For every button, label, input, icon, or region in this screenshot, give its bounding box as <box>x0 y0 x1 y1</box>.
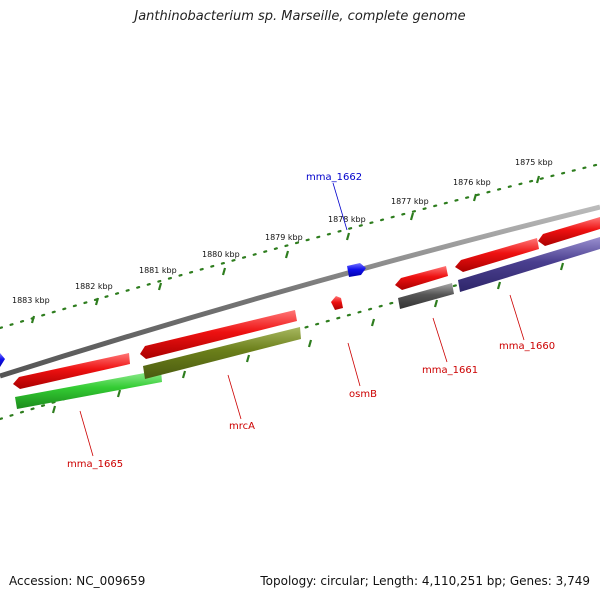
accession-text: Accession: NC_009659 <box>9 574 146 588</box>
tick-label: 1878 kbp <box>328 215 366 224</box>
gene-label-mma-1660[interactable]: mma_1660 <box>499 341 555 352</box>
major-tick <box>221 267 227 276</box>
cds-arrow <box>347 263 366 277</box>
tick-label: 1882 kbp <box>75 282 113 291</box>
scale-labels: 1883 kbp 1882 kbp 1881 kbp 1880 kbp 1879… <box>12 158 553 305</box>
cog-block <box>398 283 454 309</box>
inner-tick <box>433 299 439 308</box>
forward-strand-genes <box>0 263 366 367</box>
gene-label-osmb[interactable]: osmB <box>349 389 377 400</box>
outer-scale-ring <box>0 162 600 330</box>
major-tick <box>30 315 36 324</box>
reverse-strand-genes <box>13 217 600 389</box>
cds-arrow <box>395 266 448 290</box>
gene-label-mma-1665[interactable]: mma_1665 <box>67 459 123 470</box>
inner-tick <box>496 281 502 290</box>
major-tick <box>409 212 415 221</box>
tick-label: 1883 kbp <box>12 296 50 305</box>
tick-label: 1880 kbp <box>202 250 240 259</box>
inner-tick <box>51 405 57 414</box>
inner-tick <box>307 339 313 348</box>
cds-arrow <box>13 353 130 389</box>
gene-labels: mma_1662 mma_1660 mma_1661 osmB mrcA mma… <box>67 172 555 470</box>
inner-tick <box>559 262 565 271</box>
inner-tick <box>181 370 187 379</box>
tick-label: 1879 kbp <box>265 233 303 242</box>
major-tick <box>535 175 541 184</box>
gene-label-mrca[interactable]: mrcA <box>229 421 255 432</box>
inner-tick <box>370 318 376 327</box>
tick-label: 1876 kbp <box>453 178 491 187</box>
major-tick <box>472 193 478 202</box>
gene-label-leaders <box>79 182 525 457</box>
gene-label-mma-1661[interactable]: mma_1661 <box>422 365 478 376</box>
cds-arrow <box>331 296 343 310</box>
inner-tick <box>245 354 251 363</box>
cds-arrow <box>0 353 5 367</box>
major-tick <box>94 297 100 306</box>
tick-label: 1877 kbp <box>391 197 429 206</box>
gene-label-mma-1662[interactable]: mma_1662 <box>306 172 362 183</box>
tick-label: 1881 kbp <box>139 266 177 275</box>
cog-ring <box>15 237 600 409</box>
cog-block <box>15 370 162 409</box>
cds-arrow <box>140 310 297 359</box>
map-title: Janthinobacterium sp. Marseille, complet… <box>134 9 466 24</box>
cog-block <box>143 327 301 379</box>
tick-label: 1875 kbp <box>515 158 553 167</box>
inner-tick <box>116 389 122 398</box>
cds-arrow <box>538 217 600 246</box>
cds-arrow <box>455 238 539 272</box>
major-tick <box>284 250 290 259</box>
cog-block <box>458 237 600 292</box>
major-tick <box>345 232 351 241</box>
genome-backbone <box>0 204 600 379</box>
major-tick <box>157 282 163 291</box>
genome-summary-text: Topology: circular; Length: 4,110,251 bp… <box>260 574 590 588</box>
